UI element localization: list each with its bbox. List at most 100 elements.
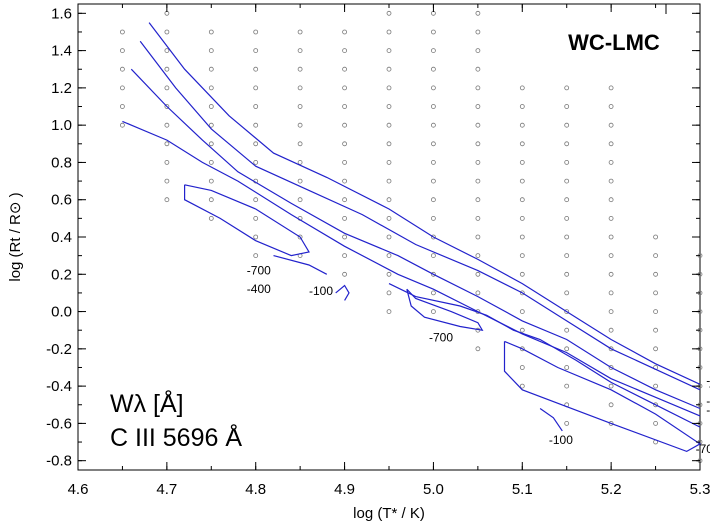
grid-point bbox=[120, 104, 125, 109]
grid-point bbox=[386, 290, 392, 296]
annotation-wlambda: Wλ [Å] bbox=[110, 388, 184, 418]
y-tick-label: 0.4 bbox=[51, 229, 72, 246]
contour-line bbox=[406, 288, 484, 332]
grid-point bbox=[120, 85, 125, 91]
grid-point bbox=[342, 159, 348, 165]
grid-point bbox=[164, 104, 170, 109]
grid-point bbox=[342, 197, 348, 203]
grid-point bbox=[253, 159, 259, 165]
grid-point bbox=[120, 122, 125, 128]
grid-point bbox=[608, 365, 614, 370]
grid-point bbox=[430, 85, 436, 91]
grid-point bbox=[475, 234, 481, 240]
grid-point bbox=[208, 122, 214, 128]
grid-point bbox=[342, 122, 348, 128]
grid-point bbox=[608, 383, 614, 389]
grid-point bbox=[608, 309, 614, 315]
grid-point bbox=[519, 215, 525, 221]
grid-point bbox=[653, 420, 658, 426]
y-tick-label: 1.6 bbox=[51, 5, 72, 22]
grid-point bbox=[564, 178, 570, 184]
grid-point bbox=[297, 104, 303, 109]
grid-point bbox=[342, 48, 348, 53]
grid-point bbox=[653, 253, 658, 259]
model-grid-points bbox=[120, 10, 703, 464]
x-tick-label: 5.1 bbox=[512, 481, 533, 498]
grid-point bbox=[164, 85, 170, 91]
grid-point bbox=[564, 420, 570, 426]
grid-point bbox=[208, 197, 214, 203]
grid-point bbox=[386, 309, 392, 315]
y-tick-label: -0.2 bbox=[46, 341, 72, 358]
grid-point bbox=[386, 104, 392, 109]
grid-point bbox=[342, 253, 348, 259]
grid-point bbox=[120, 29, 125, 35]
grid-point bbox=[297, 29, 303, 35]
grid-point bbox=[253, 104, 259, 109]
y-tick-labels: -0.8 -0.6 -0.4 -0.2 0.0 0.2 0.4 0.6 0.8 1.0 1.2 1.4… bbox=[46, 5, 72, 469]
x-tick-label: 4.6 bbox=[68, 481, 89, 498]
grid-point bbox=[208, 215, 214, 221]
x-tick-label: 5.2 bbox=[601, 481, 622, 498]
grid-point bbox=[608, 346, 614, 352]
grid-point bbox=[564, 290, 570, 296]
grid-point bbox=[564, 346, 570, 352]
grid-point bbox=[342, 141, 348, 147]
grid-point bbox=[653, 271, 658, 277]
contour-label: -100 bbox=[549, 433, 573, 447]
grid-point bbox=[475, 104, 481, 109]
grid-point bbox=[297, 85, 303, 91]
grid-point bbox=[253, 29, 259, 35]
grid-point bbox=[164, 48, 170, 53]
grid-point bbox=[519, 383, 525, 389]
grid-point bbox=[297, 178, 303, 184]
y-tick-label: -0.8 bbox=[46, 453, 72, 470]
grid-point bbox=[430, 29, 436, 35]
contour-label: -700 bbox=[429, 330, 453, 344]
grid-point bbox=[475, 10, 481, 16]
grid-point bbox=[386, 29, 392, 35]
grid-point bbox=[564, 271, 570, 277]
grid-point bbox=[564, 141, 570, 147]
grid-point bbox=[208, 141, 214, 147]
grid-point bbox=[164, 122, 170, 128]
y-tick-label: 0.0 bbox=[51, 304, 72, 321]
contour-line bbox=[539, 408, 563, 432]
contour-label: -700 bbox=[247, 263, 271, 277]
grid-point bbox=[475, 159, 481, 165]
grid-point bbox=[519, 327, 525, 333]
x-tick-label: 4.8 bbox=[245, 481, 266, 498]
contour-line bbox=[184, 184, 310, 257]
contour-line bbox=[273, 255, 328, 275]
grid-point bbox=[519, 271, 525, 277]
grid-point bbox=[475, 197, 481, 203]
grid-point bbox=[608, 234, 614, 240]
grid-point bbox=[564, 234, 570, 240]
grid-point bbox=[430, 178, 436, 184]
grid-point bbox=[475, 48, 481, 53]
grid-point bbox=[297, 48, 303, 53]
grid-point bbox=[430, 197, 436, 203]
grid-point bbox=[430, 234, 436, 240]
contour-label: -400 bbox=[706, 403, 710, 417]
grid-point bbox=[386, 271, 392, 277]
grid-point bbox=[386, 197, 392, 203]
contour-label: -10 bbox=[709, 379, 710, 393]
panel-label: WC-LMC bbox=[568, 30, 660, 55]
grid-point bbox=[253, 66, 259, 72]
grid-point bbox=[430, 66, 436, 72]
grid-point bbox=[475, 271, 481, 277]
grid-point bbox=[653, 234, 658, 240]
grid-point bbox=[208, 29, 214, 35]
grid-point bbox=[297, 197, 303, 203]
x-axis-title: log (T* / K) bbox=[353, 505, 425, 522]
grid-point bbox=[608, 85, 614, 91]
grid-point bbox=[564, 383, 570, 389]
grid-point bbox=[519, 141, 525, 147]
grid-point bbox=[342, 29, 348, 35]
grid-point bbox=[564, 85, 570, 91]
grid-point bbox=[342, 271, 348, 277]
grid-point bbox=[430, 309, 436, 315]
x-tick-label: 4.9 bbox=[334, 481, 355, 498]
